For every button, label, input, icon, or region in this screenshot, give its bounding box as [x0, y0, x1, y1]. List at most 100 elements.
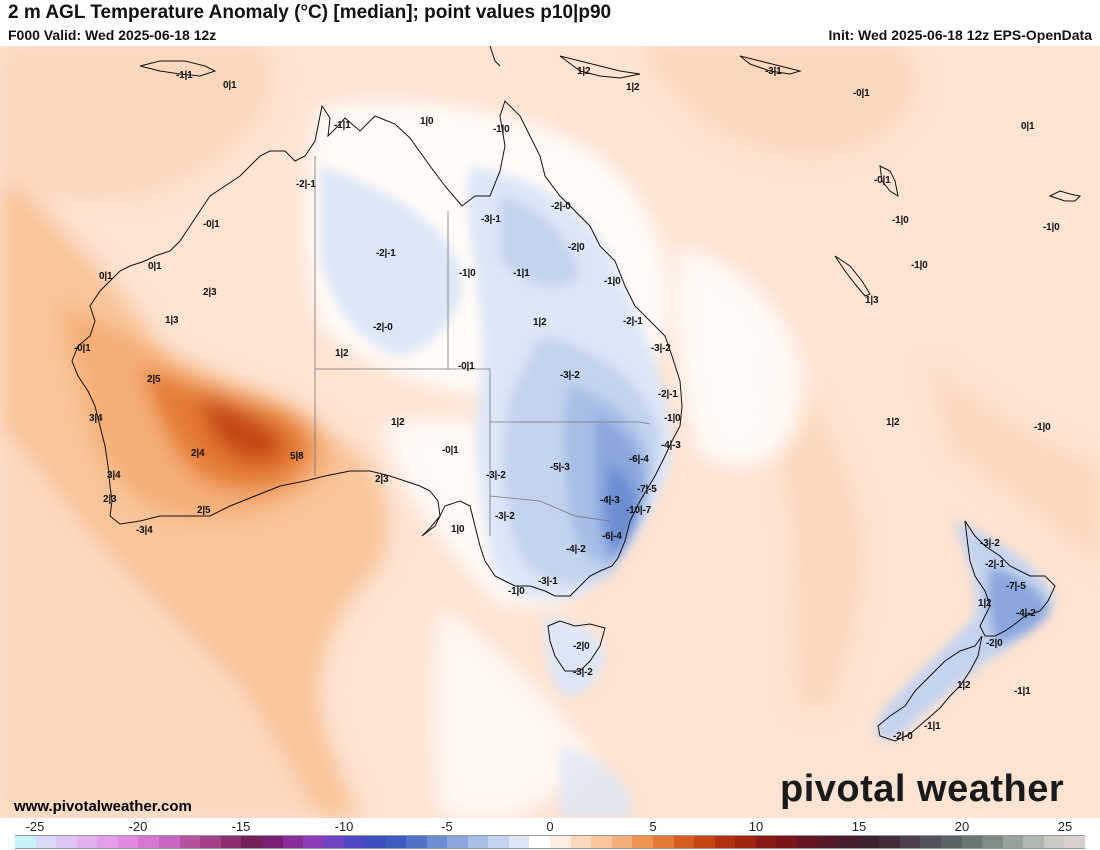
point-value-label: 1|2 — [978, 598, 992, 609]
color-scale-swatch — [550, 836, 571, 848]
point-value-label: 5|8 — [290, 451, 304, 462]
point-value-label: 2|4 — [191, 448, 205, 459]
color-scale-swatch — [1002, 836, 1024, 848]
color-scale-swatch — [467, 836, 489, 848]
valid-time: F000 Valid: Wed 2025-06-18 12z — [8, 27, 217, 43]
warm-anomaly-field — [0, 46, 1100, 818]
color-scale-swatch — [961, 836, 983, 848]
color-scale-swatch — [364, 836, 386, 848]
point-value-label: -1|0 — [508, 586, 525, 597]
color-scale-swatch — [694, 836, 715, 848]
legend-tick-label: -10 — [334, 819, 354, 834]
legend-tick-label: 15 — [851, 819, 867, 834]
legend-tick-label: 20 — [954, 819, 970, 834]
color-scale-swatch — [941, 836, 962, 848]
point-value-label: 1|2 — [626, 82, 640, 93]
point-value-label: 2|5 — [197, 505, 211, 516]
color-scale-swatch — [1043, 836, 1065, 848]
color-scale-swatch — [776, 836, 797, 848]
color-scale-swatch — [261, 836, 283, 848]
point-value-label: -1|0 — [664, 413, 681, 424]
point-value-label: -3|-1 — [538, 576, 558, 587]
color-scale-swatch — [982, 836, 1003, 848]
color-scale-swatch — [179, 836, 201, 848]
point-value-label: -4|-2 — [1016, 608, 1036, 619]
point-value-label: -3|-2 — [560, 370, 580, 381]
color-scale-swatch — [97, 836, 118, 848]
point-value-label: -5|-3 — [550, 462, 570, 473]
legend-tick-label: 5 — [649, 819, 657, 834]
legend-tick-label: -25 — [25, 819, 45, 834]
point-value-label: -1|1 — [1014, 686, 1031, 697]
point-value-label: -2|0 — [573, 641, 590, 652]
point-value-label: 1|2 — [533, 317, 547, 328]
legend-tick-label: 25 — [1057, 819, 1073, 834]
point-value-label: 0|1 — [1021, 121, 1035, 132]
color-scale-swatch — [652, 836, 674, 848]
point-value-label: -1|1 — [334, 120, 351, 131]
color-scale-swatch — [76, 836, 98, 848]
point-value-label: 1|0 — [451, 524, 465, 535]
point-value-label: 1|3 — [865, 295, 879, 306]
point-value-label: -1|0 — [1043, 222, 1060, 233]
point-value-label: 2|3 — [103, 494, 117, 505]
color-scale-swatch — [755, 836, 777, 848]
point-value-label: -3|-1 — [481, 214, 501, 225]
point-value-label: -6|-4 — [629, 454, 649, 465]
color-scale-swatch — [117, 836, 139, 848]
point-value-label: 1|2 — [391, 417, 405, 428]
point-value-label: -1|0 — [604, 276, 621, 287]
color-scale-swatch — [735, 836, 756, 848]
point-value-label: -2|-1 — [985, 559, 1005, 570]
color-scale-swatch — [282, 836, 304, 848]
point-value-label: -0|1 — [853, 88, 870, 99]
point-value-label: -0|1 — [203, 219, 220, 230]
point-value-label: -7|-5 — [637, 484, 657, 495]
site-url[interactable]: www.pivotalweather.com — [14, 798, 192, 815]
point-value-label: -1|0 — [892, 215, 909, 226]
point-value-label: -6|-4 — [602, 531, 622, 542]
color-scale-swatch — [56, 836, 77, 848]
color-scale-swatch — [200, 836, 221, 848]
point-value-label: -2|-1 — [623, 316, 643, 327]
point-value-label: 1|2 — [577, 66, 591, 77]
anomaly-map[interactable]: -1|1 0|1 1|2 1|2 -3|1 -0|1 0|1 -1|1 1|0 -1|0 -2|-1… — [0, 46, 1100, 818]
legend-tick-label: 0 — [546, 819, 554, 834]
point-value-label: 1|0 — [420, 116, 434, 127]
point-value-label: 0|1 — [148, 261, 162, 272]
color-scale-swatch — [611, 836, 633, 848]
point-value-label: -1|0 — [459, 268, 476, 279]
point-value-label: -0|1 — [874, 175, 891, 186]
point-value-label: -4|-3 — [600, 495, 620, 506]
color-scale-swatch — [344, 836, 365, 848]
coastline — [71, 46, 1082, 742]
point-value-label: 1|3 — [165, 315, 179, 326]
point-value-label: -3|-2 — [651, 343, 671, 354]
point-value-label: -1|0 — [493, 124, 510, 135]
point-value-label: -10|-7 — [626, 505, 651, 516]
color-scale-swatch — [15, 836, 36, 848]
point-value-label: -2|-1 — [376, 248, 396, 259]
point-value-label: -3|-2 — [486, 470, 506, 481]
color-scale-swatch — [673, 836, 695, 848]
point-value-label: -3|-2 — [495, 511, 515, 522]
color-scale-swatch — [858, 836, 880, 848]
point-value-label: -7|-5 — [1006, 581, 1026, 592]
point-value-label: 2|5 — [147, 374, 161, 385]
color-scale-swatch — [385, 836, 406, 848]
map-title: 2 m AGL Temperature Anomaly (°C) [median… — [8, 2, 612, 23]
color-scale-swatch — [1023, 836, 1044, 848]
color-scale-swatch — [838, 836, 859, 848]
init-time: Init: Wed 2025-06-18 12z EPS-OpenData — [828, 27, 1093, 43]
legend-tick-label: -5 — [441, 819, 453, 834]
color-scale-swatch — [796, 836, 818, 848]
header-bar: 2 m AGL Temperature Anomaly (°C) [median… — [0, 0, 1100, 46]
point-value-label: -1|1 — [176, 70, 193, 81]
point-value-label: -2|-0 — [373, 322, 393, 333]
point-value-label: 3|4 — [107, 470, 121, 481]
point-value-label: -2|-1 — [296, 179, 316, 190]
point-value-label: -2|-0 — [893, 731, 913, 742]
point-value-label: 0|1 — [223, 80, 237, 91]
point-value-label: 2|3 — [375, 474, 389, 485]
color-scale-swatch — [241, 836, 262, 848]
